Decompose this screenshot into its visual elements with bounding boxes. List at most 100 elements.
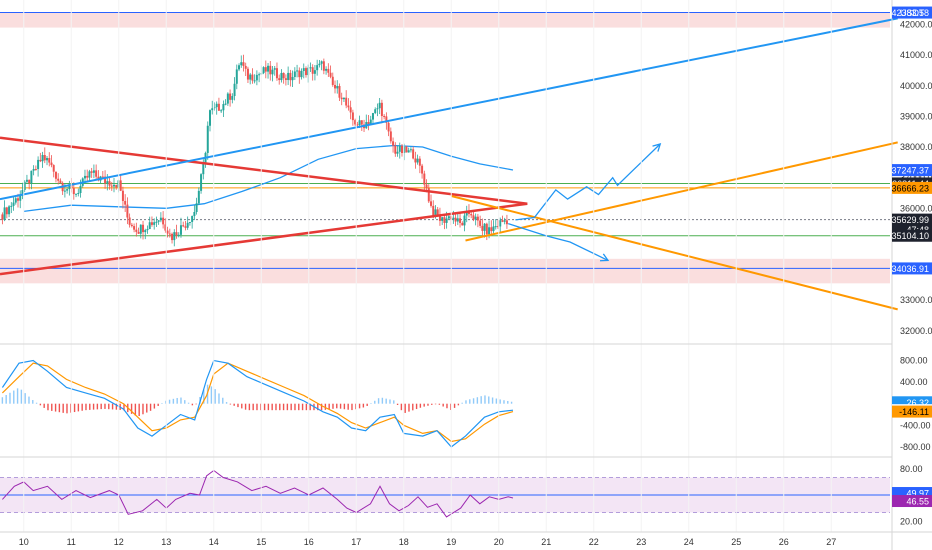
projection-path	[508, 222, 609, 261]
price-label-text: 49.97	[906, 489, 929, 499]
date-axis-tick: 17	[351, 537, 361, 547]
macd-histogram-bar	[89, 403, 91, 410]
candle-body	[389, 131, 392, 142]
candle-body	[405, 146, 408, 153]
candle-body	[133, 226, 136, 230]
candle-body	[5, 207, 8, 215]
candle-body	[496, 226, 499, 228]
macd-histogram-bar	[172, 398, 175, 404]
candle-body	[32, 169, 35, 171]
candle-body	[86, 175, 89, 178]
candle-body	[434, 209, 437, 217]
candle-body	[191, 216, 194, 222]
candle-body	[427, 188, 430, 202]
candle-body	[474, 216, 477, 220]
macd-histogram-bar	[419, 403, 422, 408]
candle-body	[345, 97, 348, 106]
candle-body	[137, 231, 140, 234]
candle-body	[456, 218, 459, 222]
macd-histogram-bar	[412, 403, 414, 411]
date-axis-tick: 22	[589, 537, 599, 547]
candle-body	[316, 65, 319, 71]
macd-histogram-bar	[427, 403, 429, 406]
macd-histogram-bar	[123, 403, 125, 411]
candle-body	[255, 74, 258, 81]
macd-histogram-bar	[374, 400, 376, 404]
candle-body	[476, 216, 479, 221]
resistance-support-zone	[0, 258, 890, 284]
macd-axis-tick: -800.00	[900, 442, 931, 452]
candle-body	[331, 76, 334, 85]
date-axis-tick: 10	[19, 537, 29, 547]
candle-body	[385, 116, 388, 123]
candle-body	[441, 217, 444, 221]
macd-histogram-bar	[176, 397, 178, 404]
candle-body	[113, 184, 115, 187]
candle-body	[222, 104, 225, 111]
candle-body	[376, 108, 379, 110]
trendline	[0, 202, 528, 276]
date-axis-tick: 26	[779, 537, 789, 547]
projection-arrowhead	[652, 143, 662, 152]
candle-body	[175, 232, 178, 236]
candle-body	[490, 227, 493, 232]
candle-body	[280, 72, 283, 81]
candle-body	[430, 201, 433, 206]
trendline	[465, 141, 898, 242]
candle-body	[396, 151, 399, 154]
candle-body	[360, 120, 363, 125]
candle-body	[12, 202, 15, 206]
candle-body	[211, 108, 214, 111]
price-label-background	[892, 495, 932, 508]
date-axis-tick: 16	[304, 537, 314, 547]
candle-body	[311, 67, 314, 74]
candle-body	[354, 120, 357, 125]
macd-histogram-bar	[39, 403, 42, 406]
rsi-axis-tick: 20.00	[900, 516, 923, 526]
price-label-text: 34036.91	[891, 264, 929, 274]
candle-body	[356, 124, 359, 126]
candle-body	[231, 96, 234, 100]
macd-histogram-bar	[256, 403, 258, 411]
macd-histogram-bar	[510, 401, 513, 404]
macd-histogram-bar	[225, 402, 228, 404]
symbol-badge: USDT	[900, 8, 925, 18]
candle-body	[68, 184, 71, 190]
candle-body	[197, 190, 200, 204]
candle-body	[459, 218, 462, 223]
macd-histogram-bar	[146, 403, 148, 413]
macd-line	[1, 359, 514, 448]
macd-histogram-bar	[104, 403, 106, 409]
candle-body	[14, 198, 17, 203]
macd-histogram-bar	[100, 403, 102, 410]
macd-signal-line	[1, 362, 514, 443]
candle-body	[347, 105, 350, 108]
macd-histogram-bar	[28, 396, 30, 404]
macd-histogram-bar	[233, 403, 235, 406]
macd-histogram-bar	[408, 403, 410, 412]
candle-body	[226, 93, 229, 104]
candle-body	[414, 158, 417, 163]
candle-body	[258, 74, 261, 76]
candle-body	[298, 70, 301, 78]
candle-body	[367, 122, 370, 125]
macd-histogram-bar	[9, 392, 11, 404]
macd-histogram-bar	[96, 403, 99, 410]
price-label: 37247.37	[891, 164, 932, 177]
rsi-value-label: 46.55	[892, 495, 932, 508]
macd-histogram-bar	[210, 386, 213, 404]
candle-body	[206, 125, 209, 153]
rsi-axis-tick: 80.00	[900, 464, 923, 474]
candle-body	[142, 224, 145, 233]
macd-histogram-bar	[43, 403, 45, 408]
candle-body	[195, 203, 198, 213]
candle-body	[92, 170, 95, 173]
macd-histogram-bar	[347, 403, 349, 410]
price-axis-tick: 32000.00	[900, 326, 932, 336]
macd-histogram-bar	[472, 398, 475, 404]
macd-histogram-bar	[438, 403, 441, 405]
macd-histogram-bar	[92, 403, 95, 410]
macd-histogram-bar	[377, 398, 380, 404]
macd-histogram-bar	[484, 395, 486, 404]
macd-histogram-bar	[351, 403, 353, 411]
